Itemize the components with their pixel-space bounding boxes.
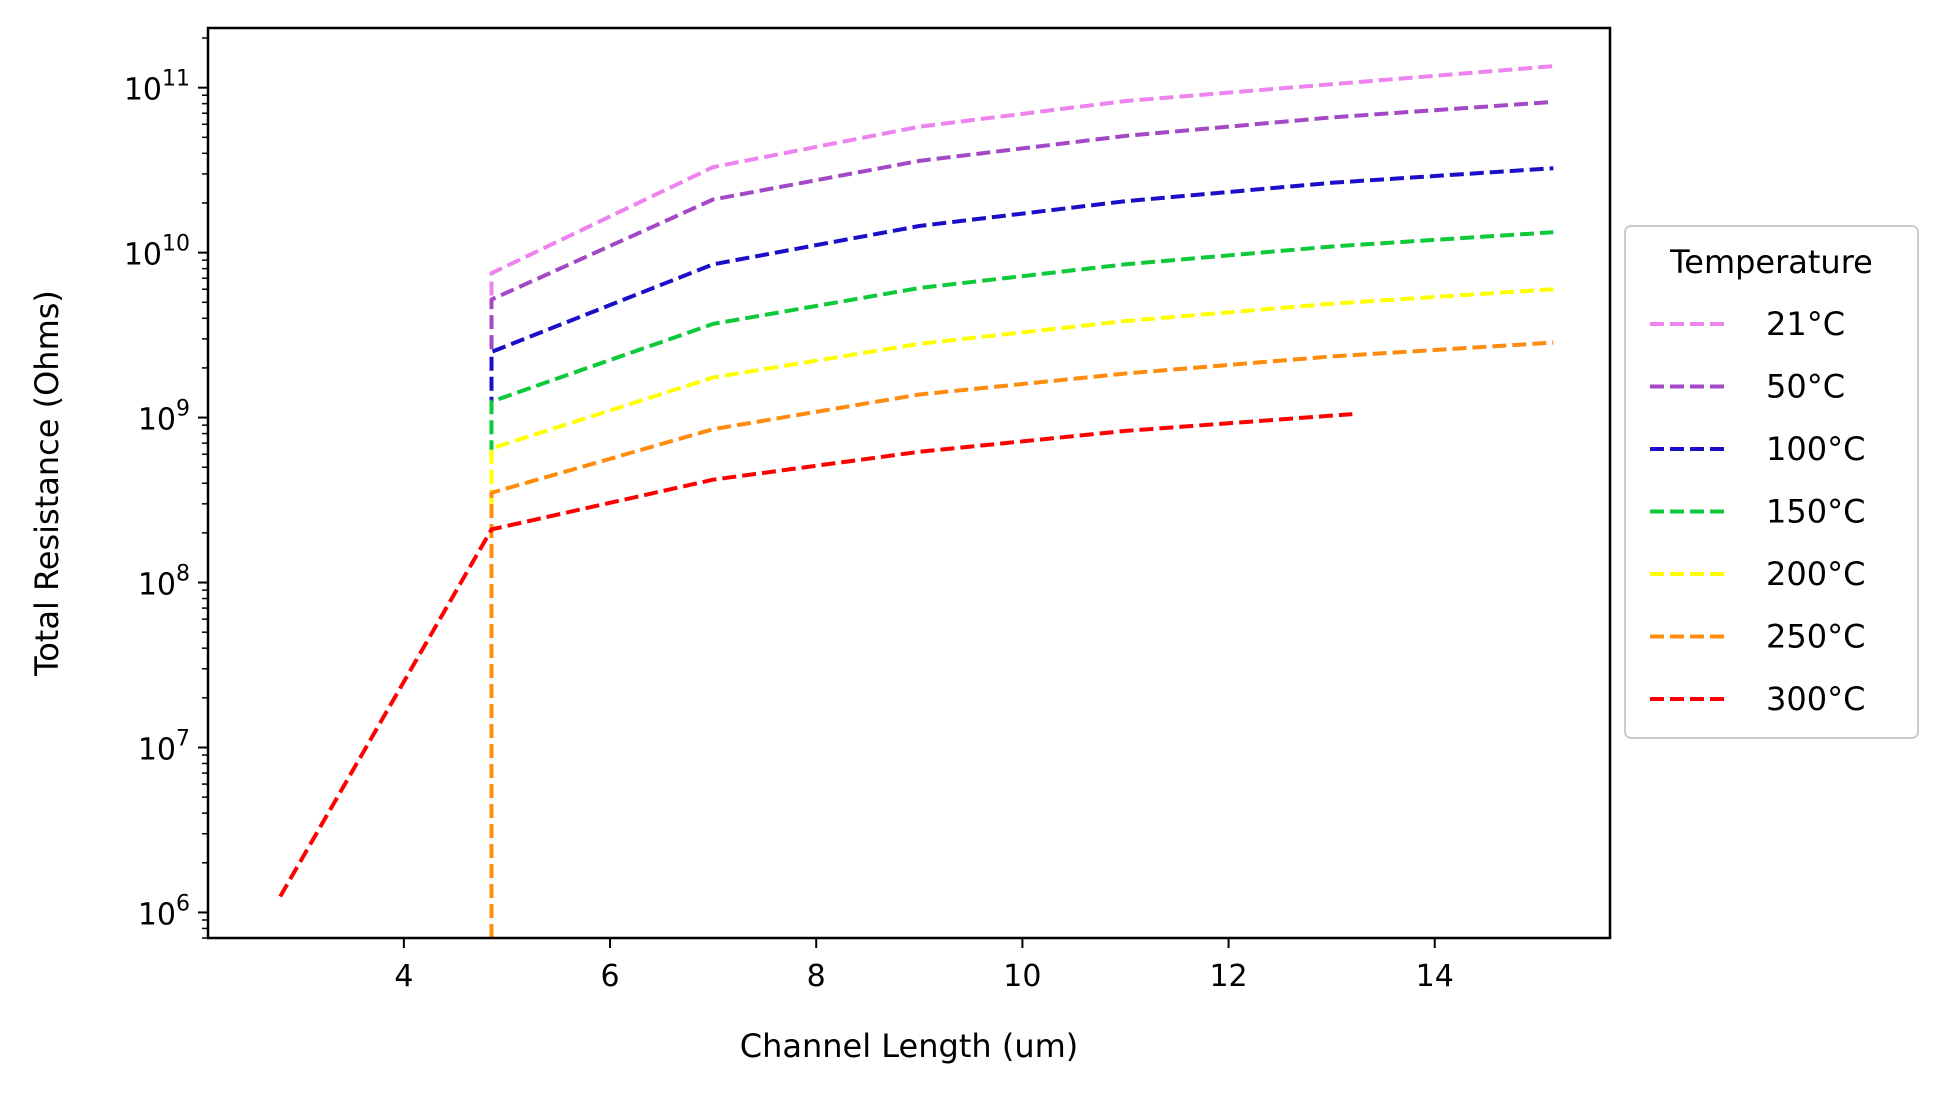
y-tick-label: 106 xyxy=(138,891,190,932)
y-tick-label: 1011 xyxy=(124,67,190,108)
x-axis-title: Channel Length (um) xyxy=(740,1027,1079,1065)
x-tick-label: 6 xyxy=(600,959,619,994)
y-axis: 106 107 108 109 1010 1011 xyxy=(124,37,208,939)
legend-label: 250°C xyxy=(1766,618,1865,656)
series-line-2 xyxy=(489,99,1554,350)
legend-item: 200°C xyxy=(1650,555,1865,593)
legend-item: 150°C xyxy=(1650,493,1865,531)
legend-label: 150°C xyxy=(1766,493,1865,531)
legend-item: 300°C xyxy=(1650,680,1865,718)
y-tick-label: 109 xyxy=(138,397,190,438)
series-line-1 xyxy=(489,64,1554,296)
legend-label: 21°C xyxy=(1766,305,1845,343)
plot-area xyxy=(278,64,1554,938)
y-tick-label: 108 xyxy=(138,562,190,603)
series-line-5 xyxy=(489,287,1554,504)
x-tick-label: 4 xyxy=(394,959,413,994)
legend-label: 100°C xyxy=(1766,430,1865,468)
legend-title: Temperature xyxy=(1669,243,1873,281)
legend-label: 200°C xyxy=(1766,555,1865,593)
legend: Temperature 21°C 50°C 100°C 150°C 200°C 250°C… xyxy=(1624,225,1919,739)
legend-item: 100°C xyxy=(1650,430,1865,468)
legend-label: 300°C xyxy=(1766,680,1865,718)
legend-item: 21°C xyxy=(1650,305,1845,343)
y-tick-label: 1010 xyxy=(124,232,190,273)
series-line-3 xyxy=(489,166,1554,411)
y-axis-title: Total Resistance (Ohms) xyxy=(28,290,66,677)
series-line-7 xyxy=(278,412,1353,898)
x-tick-label: 12 xyxy=(1209,959,1247,994)
y-tick-label: 107 xyxy=(138,726,190,767)
x-axis: 4 6 8 10 12 14 xyxy=(394,938,1454,994)
legend-box xyxy=(1624,225,1919,739)
series-line-4 xyxy=(489,230,1554,455)
x-tick-label: 14 xyxy=(1416,959,1454,994)
legend-item: 250°C xyxy=(1650,618,1865,656)
legend-item: 50°C xyxy=(1650,368,1845,406)
x-tick-label: 10 xyxy=(1003,959,1041,994)
series-line-6 xyxy=(489,340,1554,938)
x-tick-label: 8 xyxy=(807,959,826,994)
legend-label: 50°C xyxy=(1766,368,1845,406)
